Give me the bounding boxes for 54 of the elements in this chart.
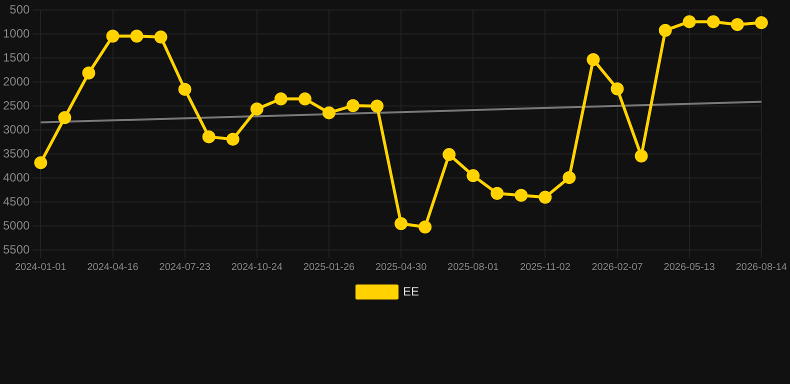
y-tick-label: 2000 xyxy=(2,74,30,88)
point xyxy=(202,130,216,144)
x-tick-label: 2024-04-16 xyxy=(87,262,139,273)
x-tick-label: 2024-10-24 xyxy=(231,262,283,273)
point xyxy=(130,30,144,43)
point xyxy=(538,190,552,204)
point xyxy=(586,53,600,66)
point xyxy=(490,186,504,200)
x-tick-label: 2025-04-30 xyxy=(375,262,428,273)
point xyxy=(706,15,720,28)
x-tick-label: 2026-02-07 xyxy=(592,262,644,273)
y-tick-label: 1500 xyxy=(2,50,30,64)
point xyxy=(370,100,384,113)
point xyxy=(418,220,432,234)
y-tick-label: 3500 xyxy=(2,146,30,160)
point xyxy=(754,16,768,30)
point xyxy=(154,30,168,44)
x-tick-label: 2025-11-02 xyxy=(520,262,571,273)
legend-label: EE xyxy=(402,284,420,298)
point xyxy=(106,30,120,43)
y-tick-label: 500 xyxy=(10,2,30,17)
point xyxy=(466,169,480,182)
x-tick-label: 2025-01-26 xyxy=(303,262,355,273)
x-tick-label: 2026-05-13 xyxy=(664,262,716,273)
point xyxy=(514,188,528,202)
point xyxy=(322,106,336,120)
point xyxy=(562,171,576,184)
point xyxy=(82,66,96,80)
point xyxy=(34,156,48,170)
point xyxy=(274,92,288,106)
x-tick-label: 2024-07-23 xyxy=(159,262,211,273)
point xyxy=(250,102,264,116)
point xyxy=(394,217,408,230)
x-tick-label: 2025-08-01 xyxy=(448,262,500,273)
point xyxy=(346,99,360,112)
point xyxy=(682,15,696,28)
point xyxy=(226,132,240,146)
point xyxy=(610,82,624,96)
y-tick-label: 4000 xyxy=(2,170,30,184)
x-tick-label: 2024-01-01 xyxy=(15,262,67,273)
y-tick-label: 1000 xyxy=(2,26,30,40)
point xyxy=(730,18,744,32)
point xyxy=(442,148,456,162)
point xyxy=(178,82,192,96)
point xyxy=(298,92,312,106)
y-tick-label: 5500 xyxy=(2,242,30,256)
x-tick-label: 2026-08-14 xyxy=(736,262,788,273)
y-tick-label: 3000 xyxy=(2,122,30,136)
point xyxy=(634,150,648,162)
y-tick-label: 4500 xyxy=(2,194,30,208)
point xyxy=(658,24,672,37)
y-tick-label: 2500 xyxy=(2,98,30,112)
y-tick-label: 5000 xyxy=(2,218,30,232)
point xyxy=(58,111,72,124)
